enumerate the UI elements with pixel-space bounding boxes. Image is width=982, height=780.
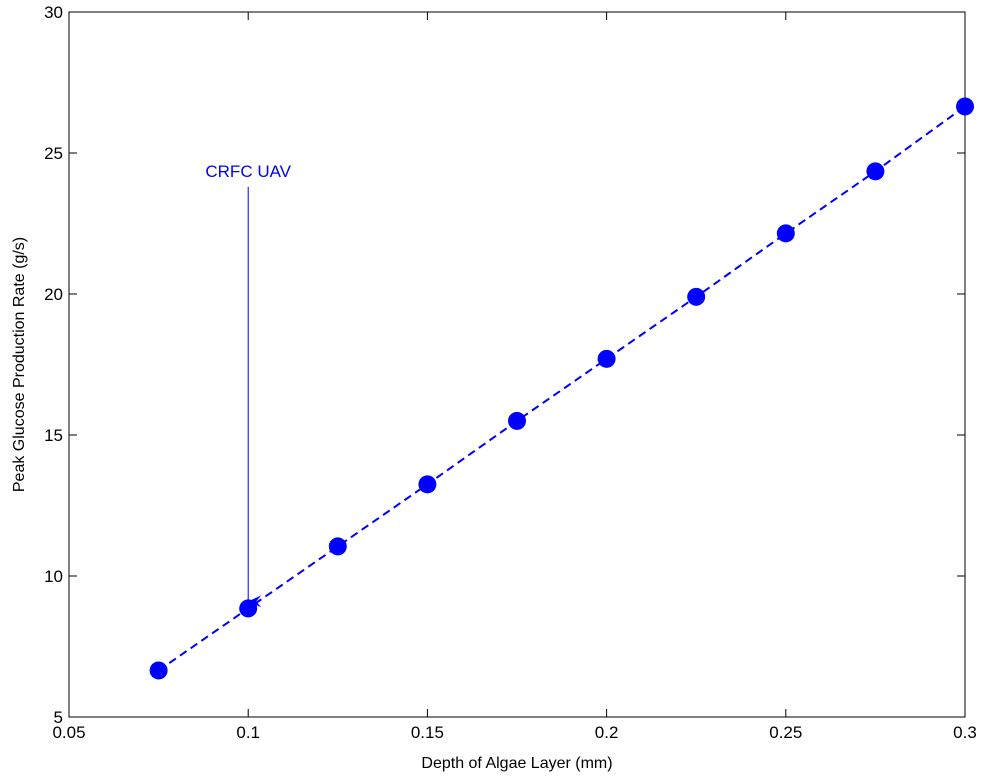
x-axis-label: Depth of Algae Layer (mm) — [421, 755, 612, 772]
x-tick-label: 0.1 — [236, 723, 260, 742]
data-point — [956, 97, 974, 116]
annotation-label: CRFC UAV — [205, 162, 291, 181]
x-tick-label: 0.2 — [595, 723, 619, 742]
y-tick-label: 5 — [54, 708, 63, 727]
x-tick-label: 0.25 — [769, 723, 802, 742]
y-tick-label: 30 — [44, 3, 63, 22]
x-tick-label: 0.15 — [411, 723, 444, 742]
data-point — [149, 661, 168, 680]
y-tick-label: 10 — [44, 567, 63, 586]
data-layer — [149, 97, 974, 680]
data-point — [597, 349, 616, 368]
data-point — [866, 162, 885, 181]
y-tick-label: 15 — [44, 426, 63, 445]
data-point — [508, 411, 526, 430]
data-point — [776, 224, 795, 243]
series-line — [158, 105, 966, 672]
ticks-layer: 0.05 0.1 0.15 0.2 0.25 0.3 5 10 15 20 25 30 — [44, 3, 977, 742]
x-tick-label: 0.3 — [953, 723, 977, 742]
y-tick-label: 25 — [44, 144, 63, 163]
y-axis-label: Peak Glucose Production Rate (g/s) — [11, 237, 28, 492]
y-tick-label: 20 — [44, 285, 63, 304]
x-tick-label: 0.05 — [52, 723, 85, 742]
data-point — [418, 475, 437, 494]
data-point — [239, 599, 258, 618]
data-point — [328, 537, 347, 556]
plot-area — [68, 11, 966, 718]
annotation-layer: CRFC UAV — [205, 162, 292, 608]
data-point — [687, 287, 706, 306]
